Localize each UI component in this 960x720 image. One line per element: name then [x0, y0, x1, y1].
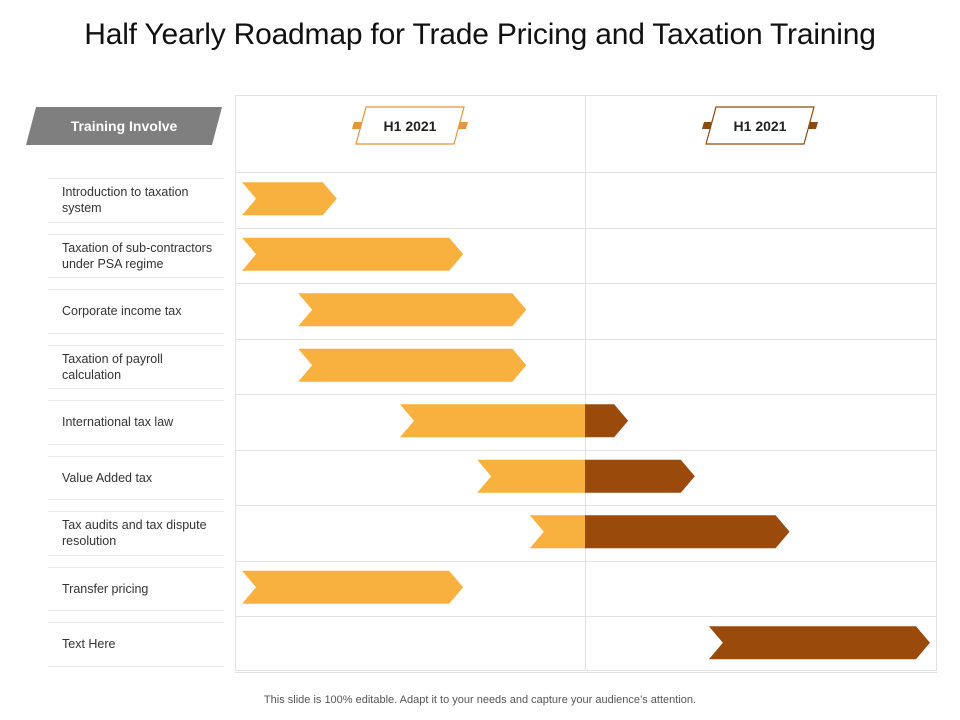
- task-bar: [298, 293, 527, 327]
- task-row: Transfer pricing: [48, 566, 224, 611]
- task-label: Text Here: [62, 637, 116, 652]
- task-label: Taxation of sub-contractors under PSA re…: [62, 240, 213, 271]
- grid-row-line: [235, 283, 937, 284]
- page-title: Half Yearly Roadmap for Trade Pricing an…: [84, 18, 876, 51]
- task-bar-phase2: [585, 404, 629, 438]
- task-bar-phase1: [399, 404, 585, 438]
- grid-row-line: [235, 394, 937, 395]
- task-label: Transfer pricing: [62, 581, 149, 596]
- task-bar: [242, 570, 464, 604]
- period-tag-1: H1 2021: [340, 106, 480, 146]
- header-tag-label: Training Involve: [70, 118, 178, 134]
- period-1-label: H1 2021: [383, 118, 437, 134]
- task-row: Tax audits and tax dispute resolution: [48, 511, 224, 556]
- task-bar-phase1: [529, 515, 585, 549]
- task-bar: [298, 348, 527, 382]
- period-tag-2: H1 2021: [690, 106, 830, 146]
- grid-row-line: [235, 560, 937, 562]
- grid-row-line: [235, 449, 937, 451]
- task-row: Value Added tax: [48, 455, 224, 500]
- grid-row-line: [235, 505, 937, 506]
- grid-row-line: [235, 227, 937, 229]
- task-row: International tax law: [48, 400, 224, 445]
- task-bar: [242, 237, 464, 271]
- task-bar: [242, 182, 337, 216]
- task-label: Introduction to taxation system: [62, 185, 189, 216]
- grid-row-line: [235, 338, 937, 340]
- task-row: Corporate income tax: [48, 289, 224, 334]
- task-row: Introduction to taxation system: [48, 178, 224, 223]
- task-row: Taxation of payroll calculation: [48, 344, 224, 389]
- period-2-label: H1 2021: [733, 118, 787, 134]
- task-label: Tax audits and tax dispute resolution: [62, 518, 207, 549]
- period-divider: [585, 95, 586, 671]
- task-row: Text Here: [48, 622, 224, 667]
- roadmap-grid: [235, 95, 937, 671]
- period-tag-1-shape: [352, 106, 468, 145]
- task-bar-phase2: [585, 515, 790, 549]
- task-bar-phase1: [477, 459, 585, 493]
- period-tag-2-shape: [702, 106, 818, 145]
- task-label: Value Added tax: [62, 470, 153, 485]
- grid-row-line: [235, 616, 937, 617]
- header-tag-shape: [26, 107, 222, 145]
- footer-note: This slide is 100% editable. Adapt it to…: [263, 694, 697, 706]
- task-label: International tax law: [62, 415, 174, 430]
- task-label: Taxation of payroll calculation: [62, 351, 163, 382]
- task-bar: [708, 626, 930, 660]
- task-label: Corporate income tax: [62, 304, 182, 319]
- task-row: Taxation of sub-contractors under PSA re…: [48, 233, 224, 278]
- training-header-tag: Training Involve: [26, 107, 222, 145]
- grid-row-line: [235, 172, 937, 173]
- grid-row-line: [235, 671, 937, 673]
- task-bar-phase2: [585, 459, 695, 493]
